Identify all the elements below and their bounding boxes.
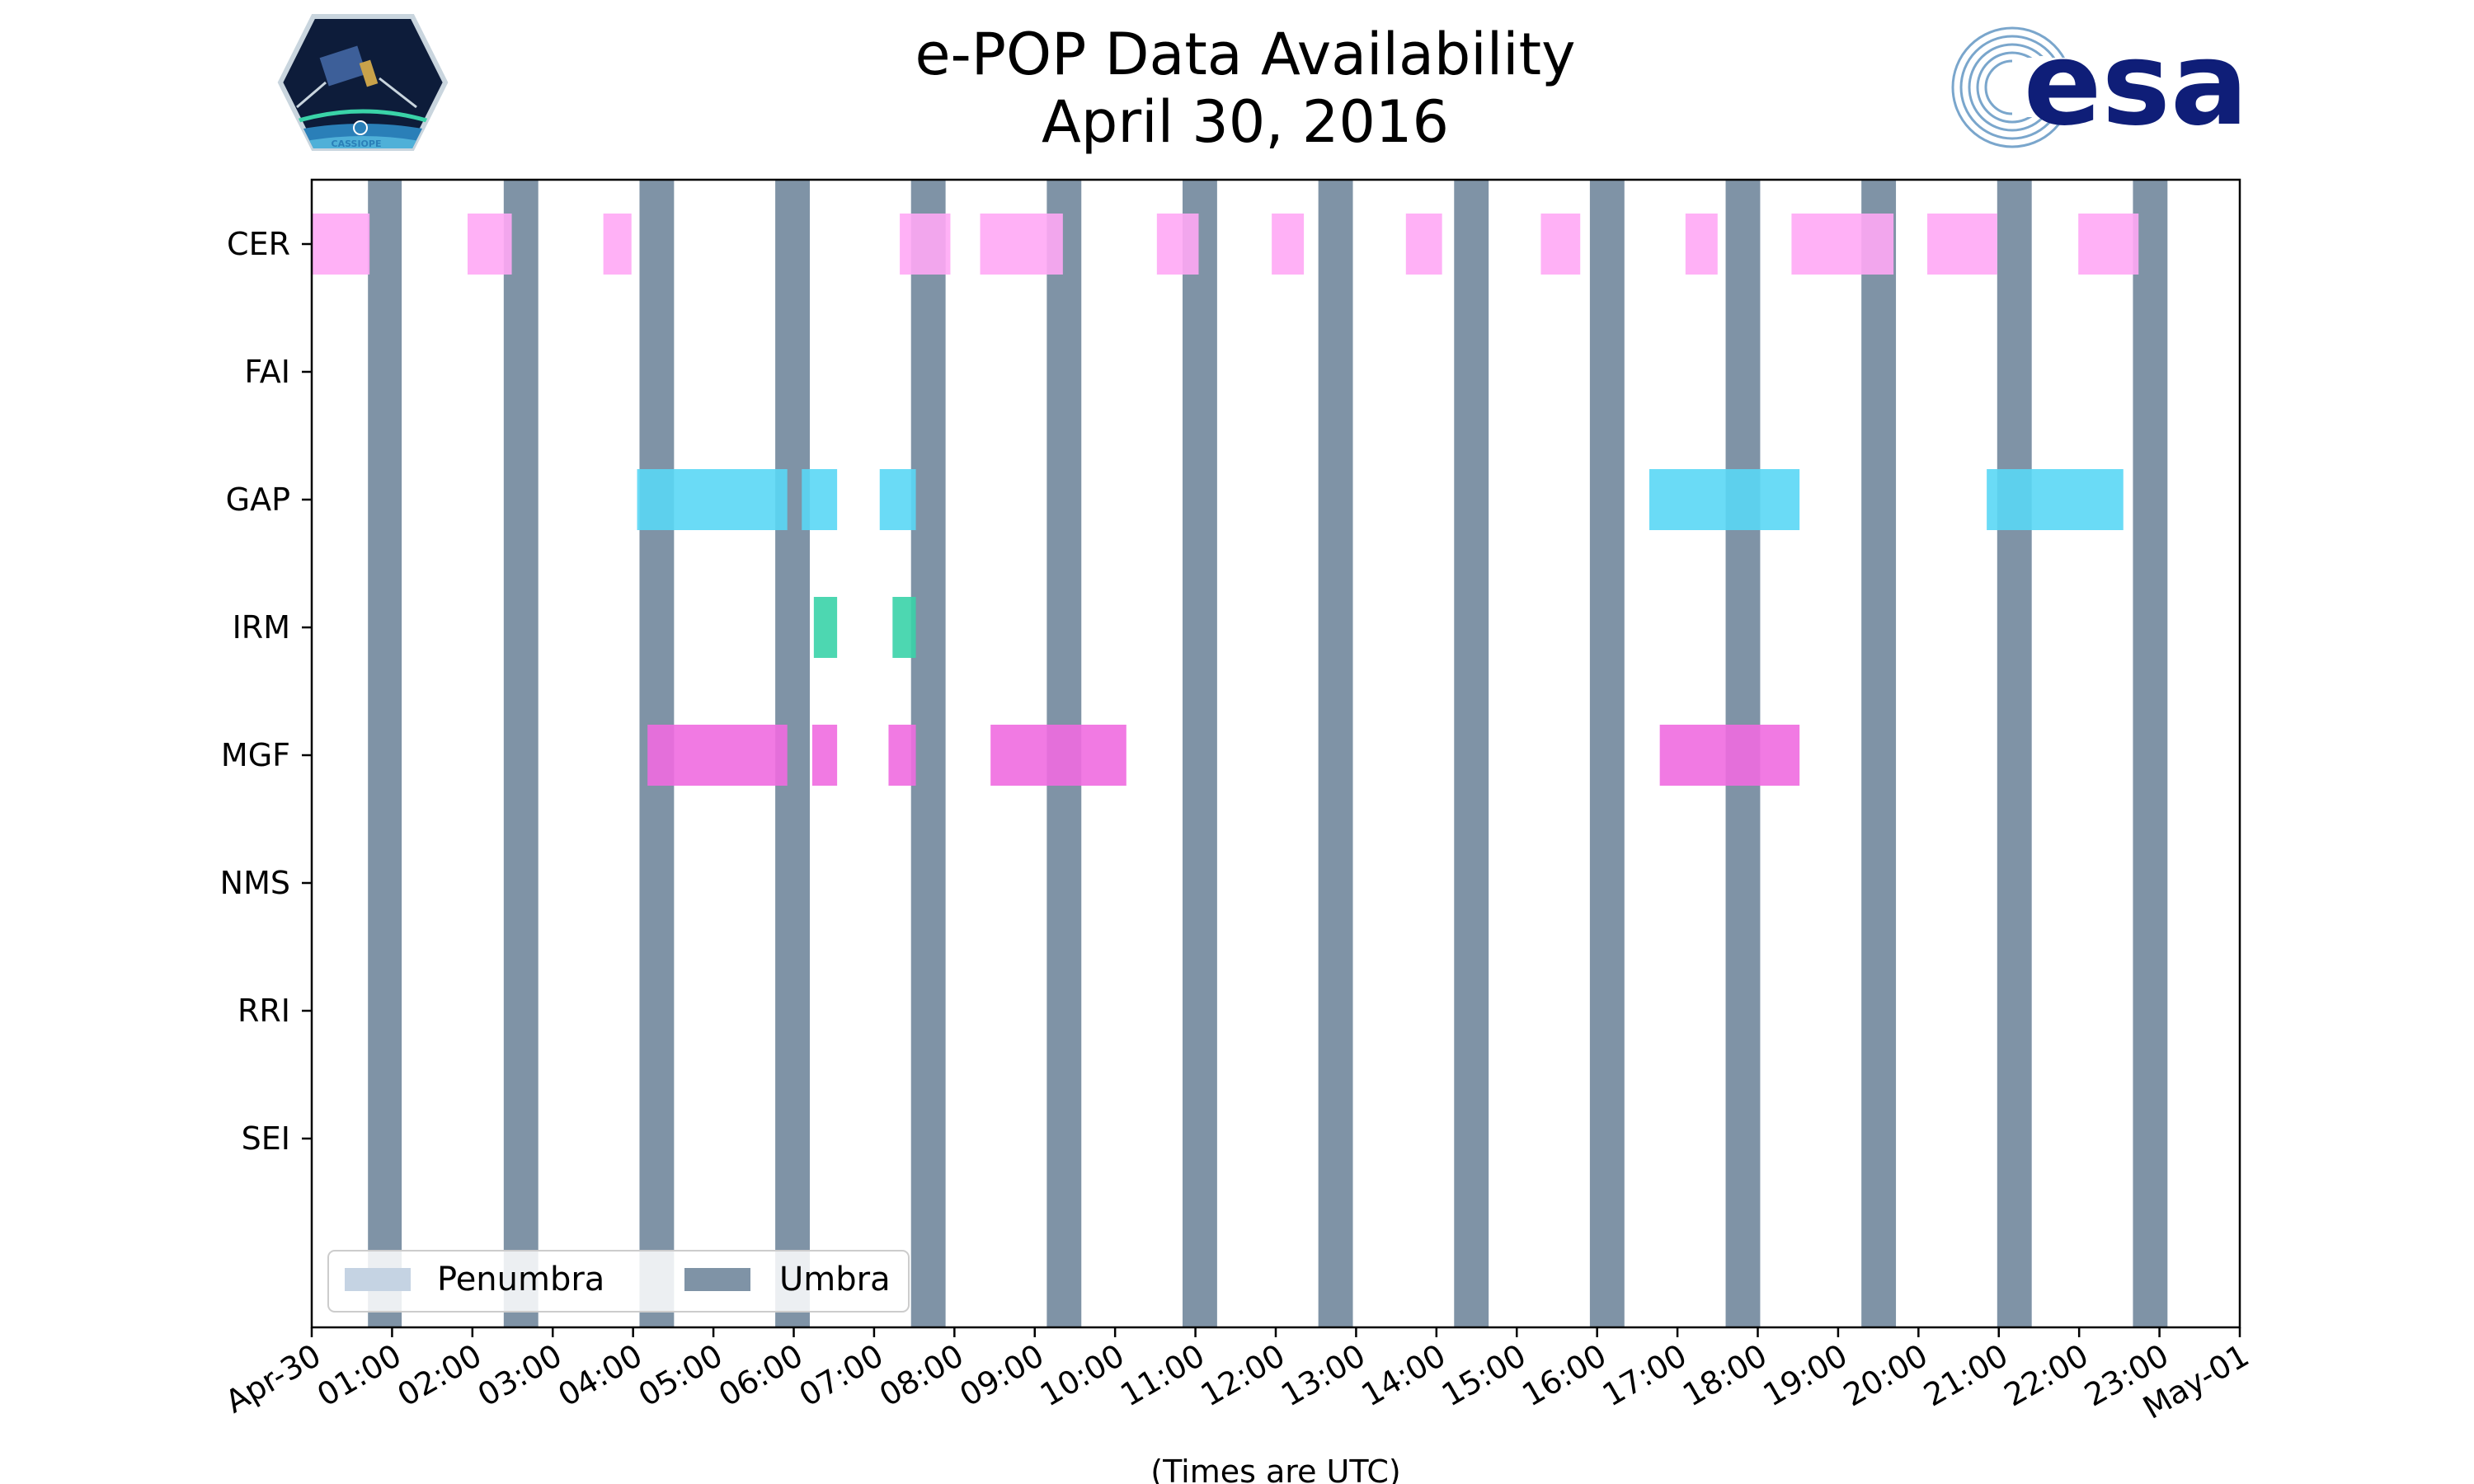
x-tick-label: 17:00 <box>1597 1337 1693 1414</box>
x-tick-label: 01:00 <box>311 1337 407 1414</box>
availability-bar-cer <box>312 214 370 275</box>
umbra-band <box>2133 180 2168 1327</box>
esa-logo-text: esa <box>2024 17 2249 152</box>
x-tick-label: 15:00 <box>1436 1337 1532 1414</box>
availability-bar-mgf <box>811 725 838 786</box>
x-tick-label: 18:00 <box>1677 1337 1773 1414</box>
x-tick-label: 06:00 <box>713 1337 809 1414</box>
x-tick-label: 19:00 <box>1757 1337 1854 1414</box>
umbra-band <box>910 180 946 1327</box>
y-tick-label: CER <box>227 226 290 262</box>
availability-bar-cer <box>1272 214 1305 275</box>
availability-bar-gap <box>1649 469 1800 530</box>
umbra-band <box>368 180 402 1327</box>
legend-swatch-penumbra <box>345 1268 411 1291</box>
availability-bar-gap <box>802 469 838 530</box>
availability-bar-mgf <box>647 725 788 786</box>
availability-bar-mgf <box>1659 725 1800 786</box>
x-tick-label: 20:00 <box>1837 1337 1934 1414</box>
availability-bar-gap <box>1987 469 2124 530</box>
umbra-band <box>1454 180 1489 1327</box>
x-tick-label: 11:00 <box>1114 1337 1211 1414</box>
availability-bar-cer <box>2078 214 2139 275</box>
y-axis: CER FAI GAP IRM MGF NMS RRI SEI <box>220 226 312 1157</box>
availability-bars-layer <box>312 214 2139 786</box>
umbra-band <box>1861 180 1897 1327</box>
y-tick-label: FAI <box>244 354 290 390</box>
availability-bar-cer <box>1540 214 1581 275</box>
x-tick-label: 13:00 <box>1275 1337 1371 1414</box>
legend-label-umbra: Umbra <box>779 1261 891 1298</box>
x-tick-label: 08:00 <box>873 1337 970 1414</box>
availability-bar-irm <box>892 597 916 658</box>
y-tick-label: RRI <box>238 993 290 1029</box>
cassiope-logo-text: CASSIOPE <box>332 139 382 149</box>
legend: Penumbra Umbra <box>327 1250 910 1313</box>
x-axis: Apr-3001:0002:0003:0004:0005:0006:0007:0… <box>219 1327 2255 1426</box>
umbra-band <box>1997 180 2032 1327</box>
availability-bar-mgf <box>888 725 916 786</box>
chart-title-line-1: e-POP Data Availability <box>915 21 1575 88</box>
availability-bar-gap <box>879 469 916 530</box>
availability-bar-cer <box>1156 214 1199 275</box>
umbra-band <box>1589 180 1625 1327</box>
availability-bar-cer <box>1927 214 1997 275</box>
x-axis-label: (Times are UTC) <box>1150 1453 1400 1484</box>
legend-frame <box>327 1250 910 1313</box>
cassiope-logo: CASSIOPE <box>277 14 449 151</box>
availability-bar-cer <box>900 214 951 275</box>
y-tick-label: GAP <box>226 481 290 518</box>
availability-bar-cer <box>603 214 632 275</box>
x-tick-label: 03:00 <box>472 1337 568 1414</box>
x-tick-label: 21:00 <box>1917 1337 2014 1414</box>
y-tick-label: NMS <box>220 865 290 901</box>
plot-area <box>312 180 2240 1327</box>
y-tick-label: MGF <box>221 737 290 773</box>
x-tick-label: 07:00 <box>793 1337 890 1414</box>
x-tick-label: 10:00 <box>1034 1337 1131 1414</box>
y-tick-label: SEI <box>242 1120 290 1157</box>
x-tick-label: 02:00 <box>391 1337 487 1414</box>
availability-bar-cer <box>467 214 512 275</box>
availability-bar-gap <box>637 469 788 530</box>
umbra-band <box>1182 180 1217 1327</box>
x-tick-label: 09:00 <box>953 1337 1050 1414</box>
umbra-band <box>1318 180 1353 1327</box>
y-tick-label: IRM <box>233 609 290 646</box>
umbra-band <box>503 180 539 1327</box>
availability-bar-irm <box>813 597 838 658</box>
availability-bar-cer <box>1405 214 1442 275</box>
x-tick-label: 14:00 <box>1355 1337 1451 1414</box>
x-tick-label: 12:00 <box>1195 1337 1291 1414</box>
umbra-layer <box>368 180 2168 1327</box>
legend-swatch-umbra <box>684 1268 750 1291</box>
esa-logo: esa <box>1950 17 2248 152</box>
availability-bar-cer <box>1791 214 1894 275</box>
legend-label-penumbra: Penumbra <box>437 1261 604 1298</box>
chart-title-line-2: April 30, 2016 <box>1042 88 1449 156</box>
availability-bar-cer <box>1685 214 1718 275</box>
availability-bar-mgf <box>990 725 1126 786</box>
x-tick-label: Apr-30 <box>219 1337 327 1421</box>
availability-bar-cer <box>980 214 1063 275</box>
x-tick-label: 05:00 <box>633 1337 729 1414</box>
x-tick-label: 04:00 <box>552 1337 648 1414</box>
x-tick-label: 16:00 <box>1516 1337 1612 1414</box>
x-tick-label: 22:00 <box>1998 1337 2095 1414</box>
